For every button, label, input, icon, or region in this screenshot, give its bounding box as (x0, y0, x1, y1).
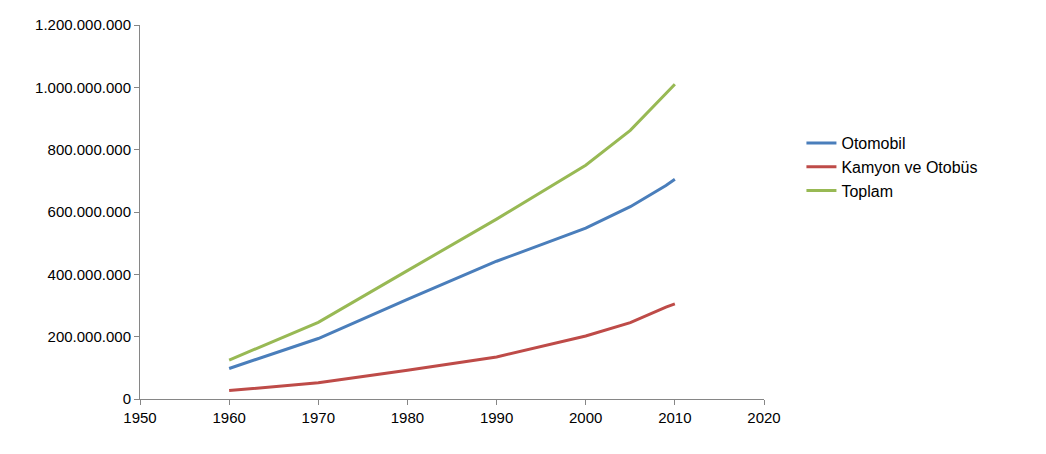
svg-text:1990: 1990 (480, 409, 513, 426)
svg-text:2020: 2020 (747, 409, 780, 426)
svg-text:2000: 2000 (569, 409, 602, 426)
svg-text:200.000.000: 200.000.000 (48, 328, 131, 345)
svg-text:Otomobil: Otomobil (841, 135, 905, 152)
svg-text:1970: 1970 (302, 409, 335, 426)
svg-text:1950: 1950 (123, 409, 156, 426)
svg-text:1980: 1980 (391, 409, 424, 426)
svg-text:Kamyon ve Otobüs: Kamyon ve Otobüs (841, 159, 977, 176)
svg-text:1.000.000.000: 1.000.000.000 (35, 79, 131, 96)
svg-text:600.000.000: 600.000.000 (48, 203, 131, 220)
svg-text:0: 0 (123, 390, 131, 407)
svg-text:2010: 2010 (658, 409, 691, 426)
svg-text:800.000.000: 800.000.000 (48, 141, 131, 158)
svg-text:1.200.000.000: 1.200.000.000 (35, 16, 131, 33)
svg-text:1960: 1960 (212, 409, 245, 426)
svg-text:Toplam: Toplam (841, 183, 893, 200)
svg-text:400.000.000: 400.000.000 (48, 266, 131, 283)
